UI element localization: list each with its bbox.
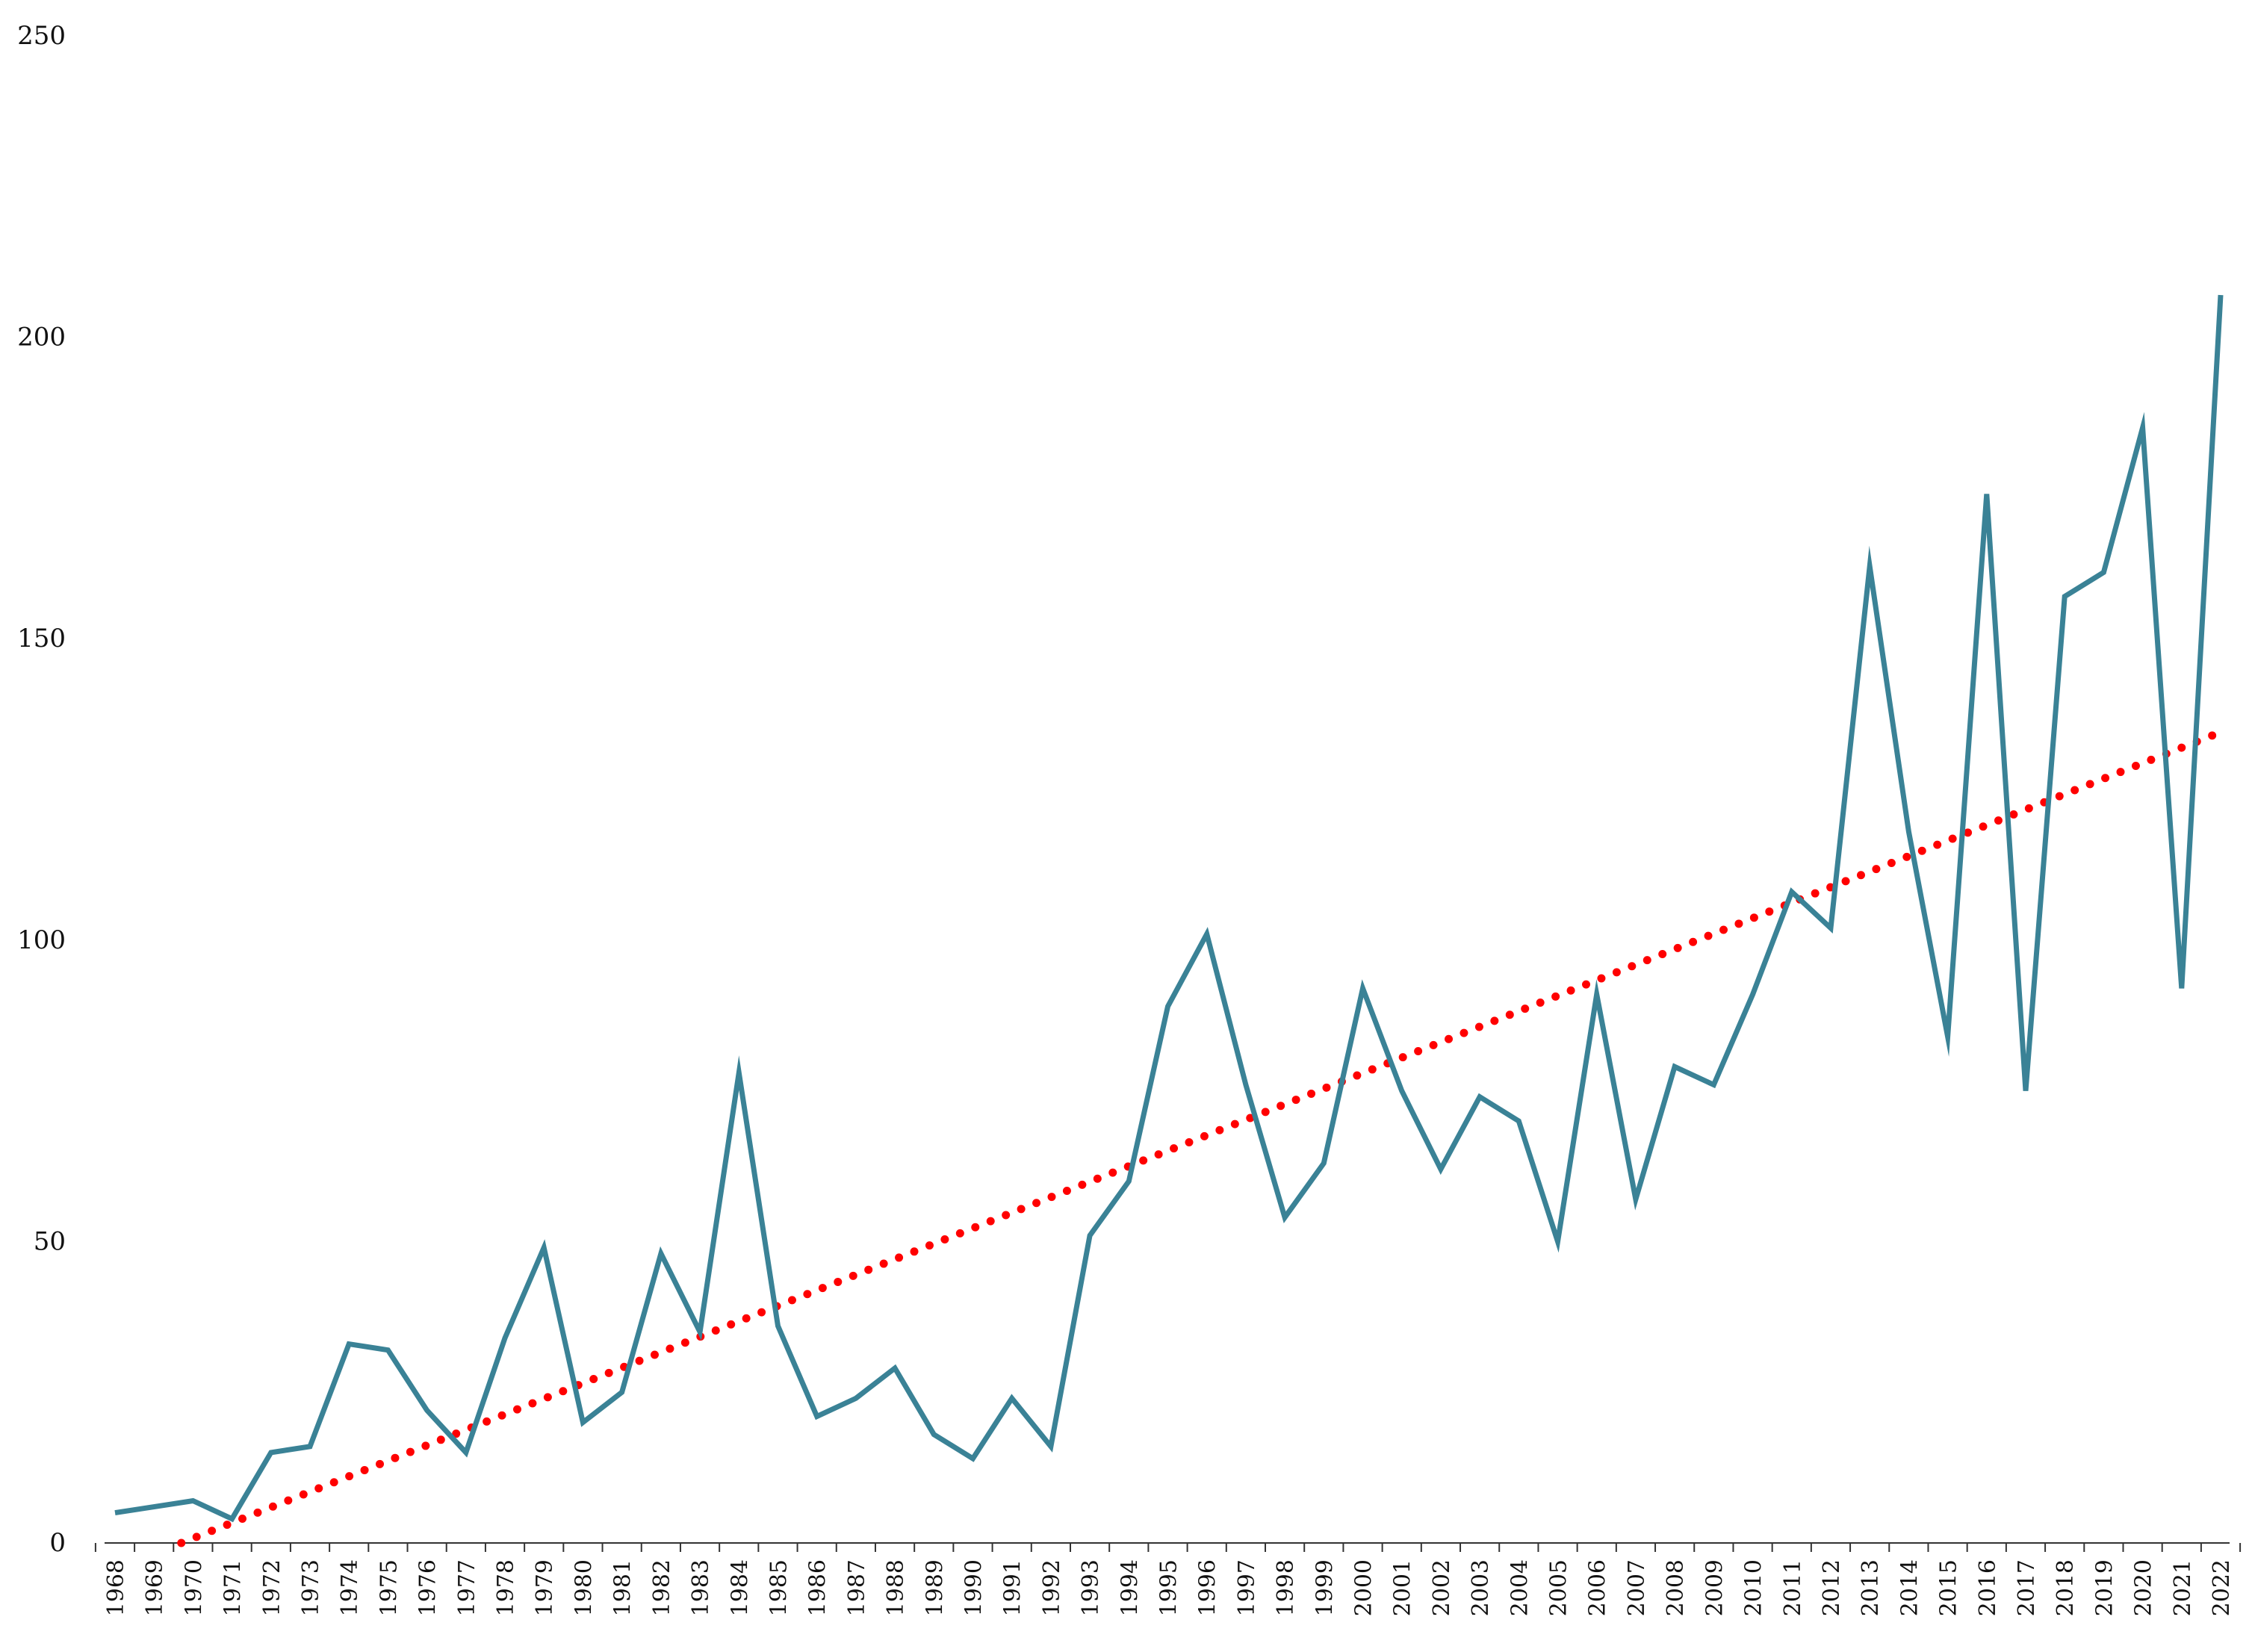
x-tick-label: 1986	[805, 1559, 831, 1616]
x-tick-label: 1988	[883, 1559, 909, 1616]
x-tick-label: 1983	[688, 1559, 714, 1616]
x-tick-label: 2002	[1429, 1559, 1455, 1616]
series-line	[114, 294, 2224, 1523]
x-tick-label: 1994	[1117, 1559, 1143, 1616]
x-tick-label: 2008	[1663, 1559, 1689, 1616]
trendline-path	[177, 727, 2225, 1547]
x-tick-label: 1977	[454, 1559, 480, 1616]
x-tick-label: 2011	[1780, 1559, 1806, 1616]
y-axis-ticks: 0 50 100 150 200 250	[17, 21, 66, 1558]
x-tick-label: 1999	[1312, 1559, 1338, 1616]
x-tick-label: 1971	[220, 1559, 246, 1616]
x-tick-label: 1973	[298, 1559, 324, 1616]
x-tick-label: 1969	[142, 1559, 168, 1616]
x-tick-label: 1974	[337, 1559, 363, 1616]
x-tick-label: 2006	[1585, 1559, 1611, 1616]
x-tick-label: 1982	[649, 1559, 675, 1616]
x-axis-ticks: 1968 1969 1970 1971 1972 1973 1974 1975 1976 1977…	[103, 1559, 2235, 1616]
x-tick-label: 1995	[1156, 1559, 1182, 1616]
y-tick-label: 250	[17, 21, 66, 51]
x-tick-label: 2005	[1546, 1559, 1572, 1616]
x-tick-label: 2019	[2091, 1559, 2118, 1616]
y-tick-label: 50	[34, 1226, 66, 1256]
x-tick-label: 1978	[493, 1559, 519, 1616]
x-tick-label: 2000	[1351, 1559, 1377, 1616]
x-tick-label: 2009	[1702, 1559, 1728, 1616]
y-tick-label: 0	[49, 1528, 66, 1558]
x-tick-label: 2007	[1624, 1559, 1650, 1616]
y-tick-label: 150	[17, 624, 66, 653]
x-tick-label: 2016	[1975, 1559, 2001, 1616]
x-tick-label: 2004	[1507, 1559, 1533, 1616]
x-tick-label: 1976	[415, 1559, 441, 1616]
trendline	[177, 727, 2225, 1547]
x-tick-label: 1989	[922, 1559, 948, 1616]
x-tick-label: 2017	[2014, 1559, 2040, 1616]
x-tick-label: 1997	[1234, 1559, 1260, 1616]
x-tick-label: 1987	[844, 1559, 870, 1616]
x-tick-label: 1992	[1039, 1559, 1065, 1616]
x-tick-label: 2015	[1936, 1559, 1962, 1616]
x-tick-label: 1968	[103, 1559, 129, 1616]
x-tick-label: 1975	[376, 1559, 402, 1616]
x-tick-label: 1979	[532, 1559, 558, 1616]
x-tick-label: 1972	[259, 1559, 285, 1616]
x-tick-label: 2001	[1390, 1559, 1416, 1616]
x-tick-label: 2021	[2170, 1559, 2196, 1616]
x-tick-label: 1991	[1000, 1559, 1026, 1616]
y-tick-label: 200	[17, 323, 66, 353]
x-tick-label: 1998	[1273, 1559, 1299, 1616]
x-tick-label: 1980	[571, 1559, 597, 1616]
x-tick-label: 2018	[2053, 1559, 2079, 1616]
x-tick-label: 2014	[1896, 1559, 1923, 1616]
data-series	[114, 294, 2224, 1523]
x-tick-label: 1985	[766, 1559, 792, 1616]
y-tick-label: 100	[17, 925, 66, 955]
x-tick-label: 2003	[1468, 1559, 1494, 1616]
x-tick-label: 1993	[1078, 1559, 1104, 1616]
x-tick-label: 2012	[1819, 1559, 1845, 1616]
x-tick-label: 2022	[2209, 1559, 2235, 1616]
x-axis	[94, 1542, 2242, 1552]
x-tick-label: 1990	[961, 1559, 987, 1616]
x-tick-label: 2013	[1858, 1559, 1884, 1616]
x-tick-label: 1984	[727, 1559, 753, 1616]
x-tick-label: 2020	[2131, 1559, 2157, 1616]
x-tick-label: 1970	[181, 1559, 207, 1616]
x-tick-label: 2010	[1741, 1559, 1767, 1616]
x-tick-label: 1996	[1195, 1559, 1221, 1616]
x-tick-label: 1981	[610, 1559, 636, 1616]
